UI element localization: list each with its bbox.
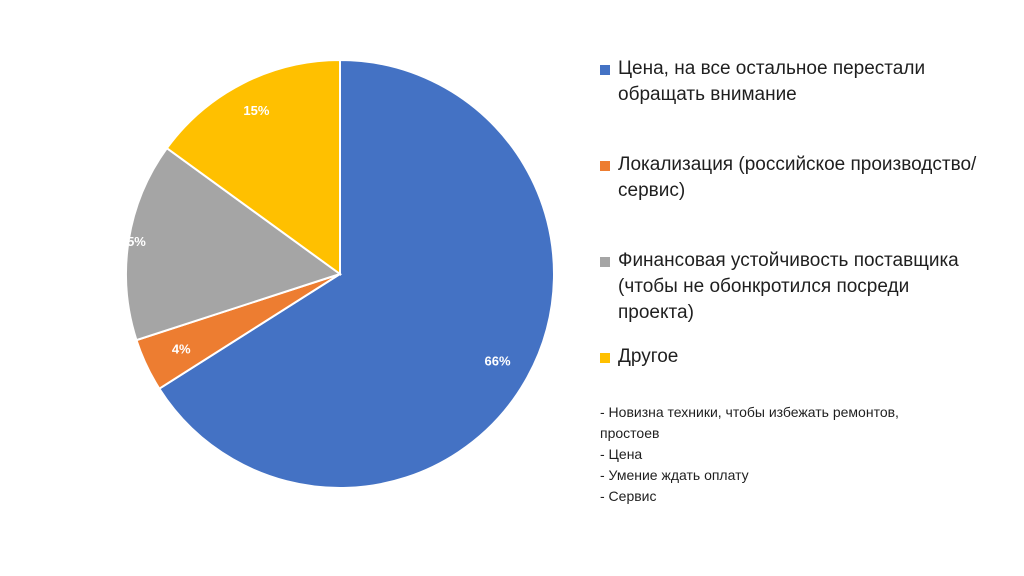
pie-slice-price [157,58,555,489]
pie-slice-other [165,58,341,276]
note-item-price: - Цена [600,446,643,462]
data-label-other: 15% [243,103,269,118]
legend-label-price: Цена, на все остальное перестали обращат… [618,58,926,105]
note-item-service: - Сервис [600,488,657,504]
legend-swatch-financial-stability [600,257,610,267]
legend-swatch-price [600,65,610,75]
pie-slice-financial-stability [125,146,343,342]
legend-label-localization: Локализация (российское производство/сер… [618,154,977,201]
legend-entry-localization: Локализация (российское производство/сер… [600,152,990,248]
note-item-wait-payment: - Умение ждать оплату [600,467,749,483]
data-label-financial-stability: 15% [120,234,146,249]
legend-label-other: Другое [618,346,679,367]
legend-entry-financial-stability: Финансовая устойчивость поставщика (чтоб… [600,248,990,344]
legend-label-financial-stability: Финансовая устойчивость поставщика (чтоб… [618,250,959,323]
data-label-localization: 4% [172,342,191,357]
other-notes-list: - Новизна техники, чтобы избежать ремонт… [600,402,900,507]
chart-legend: Цена, на все остальное перестали обращат… [600,56,990,384]
legend-entry-other: Другое [600,344,990,384]
legend-swatch-other [600,353,610,363]
legend-swatch-localization [600,161,610,171]
note-item-novelty: - Новизна техники, чтобы избежать ремонт… [600,404,899,441]
data-label-price: 66% [485,354,511,369]
legend-entry-price: Цена, на все остальное перестали обращат… [600,56,990,152]
